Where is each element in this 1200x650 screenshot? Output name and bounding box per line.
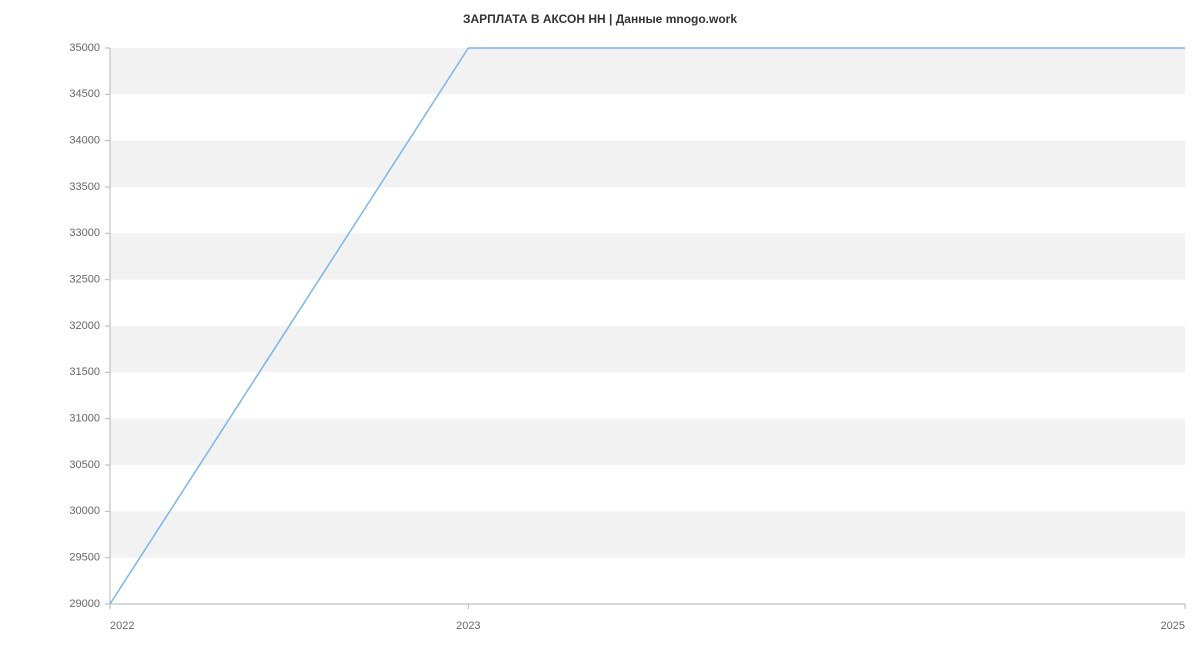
- y-tick-label: 31000: [69, 413, 100, 425]
- y-tick-label: 29000: [69, 598, 100, 610]
- y-tick-label: 33500: [69, 181, 100, 193]
- chart-title: ЗАРПЛАТА В АКСОН НН | Данные mnogo.work: [0, 12, 1200, 26]
- y-tick-label: 30000: [69, 505, 100, 517]
- y-tick-label: 31500: [69, 366, 100, 378]
- y-tick-label: 33000: [69, 227, 100, 239]
- y-tick-label: 32500: [69, 274, 100, 286]
- y-tick-label: 35000: [69, 42, 100, 54]
- chart-svg: 29000 29500 30000 30500 31000 31500 32000 32500…: [0, 0, 1200, 650]
- y-tick-label: 34500: [69, 88, 100, 100]
- y-tick-label: 32000: [69, 320, 100, 332]
- salary-chart: ЗАРПЛАТА В АКСОН НН | Данные mnogo.work …: [0, 0, 1200, 650]
- x-tick-label: 2023: [456, 620, 480, 632]
- y-tick-label: 34000: [69, 135, 100, 147]
- x-tick-label: 2022: [110, 620, 134, 632]
- x-tick-label: 2025: [1161, 620, 1185, 632]
- y-tick-label: 30500: [69, 459, 100, 471]
- y-tick-label: 29500: [69, 552, 100, 564]
